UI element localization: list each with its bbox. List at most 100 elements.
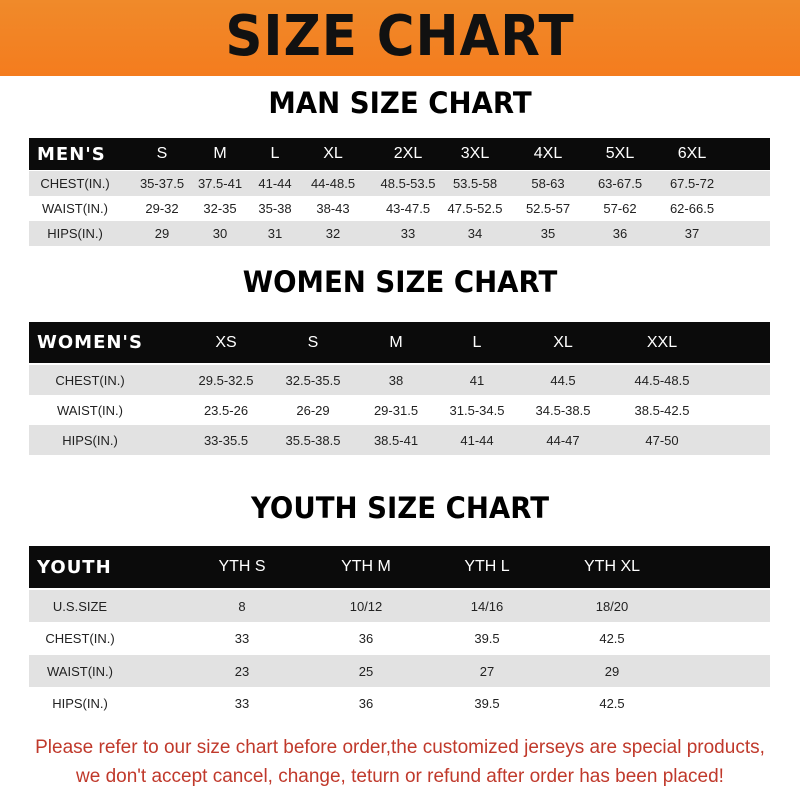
disclaimer-line-1: Please refer to our size chart before or…	[35, 737, 765, 758]
measurement-cell: 32.5-35.5	[285, 372, 341, 388]
row-label: CHEST(IN.)	[45, 631, 115, 646]
size-column-header: YTH L	[464, 558, 510, 575]
table-row: CHEST(IN.) 33 36 39.5 42.5	[29, 622, 770, 655]
size-column-header: YTH XL	[583, 558, 641, 575]
row-label: WAIST(IN.)	[57, 402, 123, 418]
measurement-cell: 34.5-38.5	[535, 402, 591, 418]
measurement-cell: 62-66.5	[669, 201, 715, 216]
measurement-cell: 32-35	[203, 201, 237, 216]
measurement-cell: 41-44	[460, 432, 494, 448]
row-label: U.S.SIZE	[52, 598, 108, 614]
measurement-cell: 36	[358, 695, 374, 711]
table-row: HIPS(IN.) 33-35.5 35.5-38.5 38.5-41 41-44 44-…	[29, 425, 770, 455]
row-label: WAIST(IN.)	[47, 663, 113, 679]
row-label: HIPS(IN.)	[52, 695, 108, 711]
measurement-cell: 23	[234, 663, 250, 679]
table-row: CHEST(IN.) 29.5-32.5 32.5-35.5 38 41 44.5 44.5…	[29, 365, 770, 395]
table-row: HIPS(IN.) 29 30 31 32 33 34 35 36 37	[29, 221, 770, 246]
measurement-cell: 63-67.5	[597, 176, 643, 191]
measurement-cell: 29-31.5	[373, 402, 419, 418]
measurement-cell: 35	[540, 226, 556, 241]
measurement-cell: 44-48.5	[310, 176, 356, 191]
measurement-cell: 47.5-52.5	[447, 201, 503, 216]
measurement-cell: 37	[684, 226, 700, 241]
page-title: SIZE CHART	[225, 4, 575, 69]
size-column-header: S	[156, 145, 168, 162]
size-column-header: L	[270, 145, 280, 162]
measurement-cell: 38.5-42.5	[634, 402, 690, 418]
measurement-cell: 29	[604, 663, 620, 679]
measurement-cell: 38	[388, 372, 404, 388]
measurement-cell: 43-47.5	[385, 201, 431, 216]
header-banner: SIZE CHART	[0, 0, 800, 76]
measurement-cell: 27	[479, 663, 495, 679]
measurement-cell: 39.5	[474, 695, 500, 711]
measurement-cell: 57-62	[603, 201, 637, 216]
measurement-cell: 29-32	[145, 201, 179, 216]
row-label: HIPS(IN.)	[47, 226, 103, 241]
men-table-label: MEN'S	[37, 143, 106, 165]
size-column-header: S	[307, 333, 319, 351]
measurement-cell: 33	[234, 695, 250, 711]
measurement-cell: 39.5	[474, 631, 500, 646]
size-column-header: 6XL	[677, 145, 707, 162]
measurement-cell: 41-44	[258, 176, 292, 191]
size-column-header: 2XL	[393, 145, 423, 162]
measurement-cell: 67.5-72	[669, 176, 715, 191]
measurement-cell: 33	[400, 226, 416, 241]
measurement-cell: 36	[358, 631, 374, 646]
table-row: U.S.SIZE 8 10/12 14/16 18/20	[29, 590, 770, 622]
size-column-header: L	[472, 333, 482, 351]
measurement-cell: 38-43	[316, 201, 350, 216]
measurement-cell: 35-38	[258, 201, 292, 216]
youth-size-table: YOUTH YTH S YTH M YTH L YTH XL U.S.SIZE 8 10/12…	[29, 546, 770, 719]
measurement-cell: 48.5-53.5	[380, 176, 436, 191]
size-column-header: 3XL	[460, 145, 490, 162]
measurement-cell: 30	[212, 226, 228, 241]
measurement-cell: 52.5-57	[525, 201, 571, 216]
table-row: WAIST(IN.) 23 25 27 29	[29, 655, 770, 687]
size-column-header: M	[389, 333, 403, 351]
measurement-cell: 31	[267, 226, 283, 241]
measurement-cell: 42.5	[599, 695, 625, 711]
measurement-cell: 44-47	[546, 432, 580, 448]
measurement-cell: 8	[238, 598, 246, 614]
table-row: WAIST(IN.) 29-32 32-35 35-38 38-43 43-47.5 47.…	[29, 196, 770, 221]
size-column-header: XL	[323, 145, 343, 162]
size-column-header: 5XL	[605, 145, 635, 162]
measurement-cell: 41	[469, 372, 485, 388]
size-column-header: XS	[215, 333, 237, 351]
measurement-cell: 33	[234, 631, 250, 646]
measurement-cell: 58-63	[531, 176, 565, 191]
disclaimer-line-2: we don't accept cancel, change, teturn o…	[76, 766, 724, 787]
measurement-cell: 47-50	[645, 432, 679, 448]
women-table-label: WOMEN'S	[37, 332, 143, 353]
men-header-row: MEN'S S M L XL 2XL 3XL 4XL 5XL 6XL	[29, 138, 770, 170]
youth-header-row: YOUTH YTH S YTH M YTH L YTH XL	[29, 546, 770, 588]
table-row: HIPS(IN.) 33 36 39.5 42.5	[29, 687, 770, 719]
measurement-cell: 44.5-48.5	[634, 372, 690, 388]
measurement-cell: 26-29	[296, 402, 330, 418]
measurement-cell: 18/20	[595, 598, 629, 614]
measurement-cell: 31.5-34.5	[449, 402, 505, 418]
row-label: WAIST(IN.)	[42, 201, 108, 216]
measurement-cell: 23.5-26	[203, 402, 249, 418]
men-size-table: MEN'S S M L XL 2XL 3XL 4XL 5XL 6XL CHEST(IN.) 35-37…	[29, 138, 770, 246]
men-section-title: MAN SIZE CHART	[268, 86, 532, 120]
women-section-title: WOMEN SIZE CHART	[242, 265, 558, 299]
row-label: HIPS(IN.)	[62, 432, 118, 448]
women-header-row: WOMEN'S XS S M L XL XXL	[29, 322, 770, 363]
size-column-header: XL	[553, 333, 573, 351]
table-row: WAIST(IN.) 23.5-26 26-29 29-31.5 31.5-34.5 34…	[29, 395, 770, 425]
measurement-cell: 32	[325, 226, 341, 241]
size-column-header: YTH S	[218, 558, 266, 575]
size-column-header: YTH M	[341, 558, 391, 575]
table-row: CHEST(IN.) 35-37.5 37.5-41 41-44 44-48.5 48.5…	[29, 171, 770, 196]
measurement-cell: 25	[358, 663, 374, 679]
disclaimer-notice: Please refer to our size chart before or…	[0, 733, 800, 791]
row-label: CHEST(IN.)	[40, 176, 110, 191]
measurement-cell: 33-35.5	[203, 432, 249, 448]
measurement-cell: 38.5-41	[373, 432, 419, 448]
measurement-cell: 29.5-32.5	[198, 372, 254, 388]
measurement-cell: 35.5-38.5	[285, 432, 341, 448]
